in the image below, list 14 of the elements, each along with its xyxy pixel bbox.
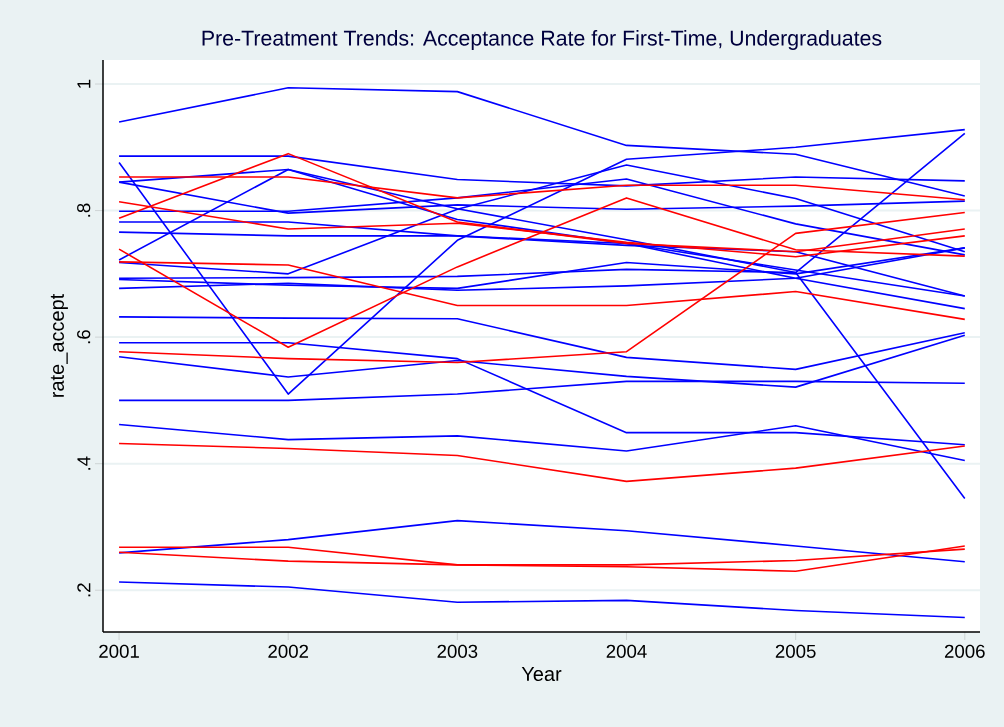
y-axis-title: rate_accept: [50, 293, 68, 397]
y-tick-label: .2: [77, 583, 91, 597]
x-tick-label: 2003: [437, 644, 478, 658]
y-tick-label: 1: [77, 79, 91, 88]
x-tick-label: 2001: [99, 644, 139, 658]
y-tick-label: .6: [77, 330, 91, 344]
chart-title: Pre-Treatment Trends: Acceptance Rate for First-Time, Undergraduates: [202, 30, 882, 50]
x-tick-label: 2005: [775, 644, 816, 658]
x-tick-label: 2004: [606, 644, 647, 658]
x-tick-label: 2002: [268, 644, 309, 658]
x-tick-label: 2006: [944, 644, 985, 658]
y-tick-label: .8: [77, 203, 91, 217]
y-tick-label: .4: [77, 456, 91, 470]
x-axis-title: Year: [521, 667, 562, 682]
